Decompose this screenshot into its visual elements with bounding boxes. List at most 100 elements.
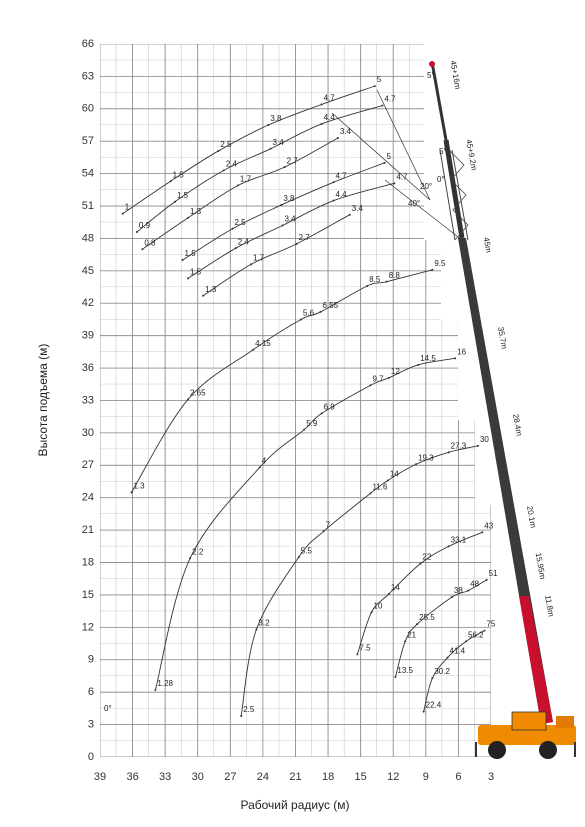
curve-point — [231, 227, 234, 230]
load-label: 10 — [374, 601, 383, 610]
y-tick-label: 18 — [82, 556, 94, 568]
load-label: 38 — [454, 586, 463, 595]
curve-point — [320, 412, 323, 415]
curve-point — [186, 277, 189, 280]
curve-point — [387, 376, 390, 379]
load-label: 30 — [480, 435, 489, 444]
curve-point — [447, 545, 450, 548]
x-tick-label: 12 — [387, 771, 399, 783]
load-label: 22 — [422, 553, 431, 562]
curve-point — [369, 492, 372, 495]
load-label: 19.3 — [418, 453, 434, 462]
x-tick-label: 33 — [159, 771, 171, 783]
load-label: 2.7 — [287, 156, 299, 165]
curve-point — [186, 398, 189, 401]
load-label: 4.7 — [396, 172, 408, 181]
load-label: 43 — [484, 521, 493, 530]
y-tick-label: 39 — [82, 330, 94, 342]
x-tick-label: 3 — [488, 771, 494, 783]
y-tick-label: 63 — [82, 70, 94, 82]
load-label: 14 — [390, 470, 399, 479]
load-label: 5.6 — [303, 309, 315, 318]
curve-point — [295, 242, 298, 245]
curve-point — [370, 611, 373, 614]
x-tick-label: 15 — [355, 771, 367, 783]
curve-point — [446, 656, 449, 659]
curve-point — [481, 531, 484, 534]
load-label: 1.3 — [190, 207, 202, 216]
load-label: 30.2 — [434, 667, 450, 676]
load-label: 3.8 — [270, 114, 282, 123]
y-tick-label: 6 — [88, 686, 94, 698]
curve-point — [381, 104, 384, 107]
load-label: 1.28 — [157, 679, 173, 688]
curve-point — [269, 147, 272, 150]
crane — [331, 61, 576, 759]
load-label: 3.8 — [283, 194, 295, 203]
load-label: 4.4 — [324, 113, 336, 122]
curve-point — [373, 85, 376, 88]
curve-point — [135, 230, 138, 233]
x-tick-label: 9 — [423, 771, 429, 783]
load-label: 2.4 — [238, 237, 250, 246]
curve-point — [189, 557, 192, 560]
curve-point — [280, 203, 283, 206]
curve-point — [322, 530, 325, 533]
jib-tip — [430, 61, 448, 141]
boom-label: 45+9.2m — [464, 139, 478, 172]
curve-point — [416, 623, 419, 626]
boom-label: 15.95m — [534, 552, 548, 580]
curve-point — [319, 310, 322, 313]
y-tick-label: 54 — [82, 168, 94, 180]
boom-label: 45m — [482, 236, 494, 253]
load-label: 1 — [125, 203, 130, 212]
curve-point — [356, 653, 359, 656]
boom-label: 11.8m — [543, 594, 556, 617]
curve-point — [299, 318, 302, 321]
load-curve — [202, 214, 351, 297]
y-tick-label: 15 — [82, 589, 94, 601]
y-tick-label: 3 — [88, 718, 94, 730]
curve-point — [417, 363, 420, 366]
boom-base — [519, 596, 553, 724]
load-label: 75 — [486, 620, 495, 629]
curve-point — [386, 479, 389, 482]
load-curve — [356, 531, 483, 655]
y-tick-label: 66 — [82, 38, 94, 50]
curve-point — [202, 294, 205, 297]
curve-point — [141, 248, 144, 251]
wheel — [539, 741, 557, 759]
load-label: 33.1 — [451, 535, 467, 544]
load-label: 3.2 — [258, 619, 270, 628]
load-label: 5.5 — [301, 546, 313, 555]
load-label: 6.55 — [322, 301, 338, 310]
load-label: 4.7 — [336, 171, 348, 180]
y-tick-label: 30 — [82, 427, 94, 439]
curve-point — [415, 463, 418, 466]
curve-point — [454, 357, 457, 360]
load-label: 5 — [387, 152, 392, 161]
curve-point — [169, 180, 172, 183]
cab — [511, 711, 547, 731]
load-label: 41.4 — [450, 647, 466, 656]
curve-point — [267, 124, 270, 127]
load-label: 2.5 — [235, 218, 247, 227]
y-tick-label: 57 — [82, 135, 94, 147]
load-label: 14 — [391, 583, 400, 592]
y-tick-label: 36 — [82, 362, 94, 374]
curve-point — [394, 676, 397, 679]
curve-point — [173, 200, 176, 203]
load-curve — [240, 445, 479, 717]
curve-point — [419, 562, 422, 565]
curve-point — [320, 103, 323, 106]
load-label: 2.5 — [220, 140, 232, 149]
load-label: 16 — [457, 347, 466, 356]
load-label: 3.4 — [352, 204, 364, 213]
y-tick-label: 27 — [82, 459, 94, 471]
load-label: 14.5 — [420, 354, 436, 363]
load-label: 2.5 — [243, 705, 255, 714]
curve-point — [476, 444, 479, 447]
load-label: 1.5 — [177, 191, 189, 200]
load-label: 0.9 — [139, 221, 151, 230]
